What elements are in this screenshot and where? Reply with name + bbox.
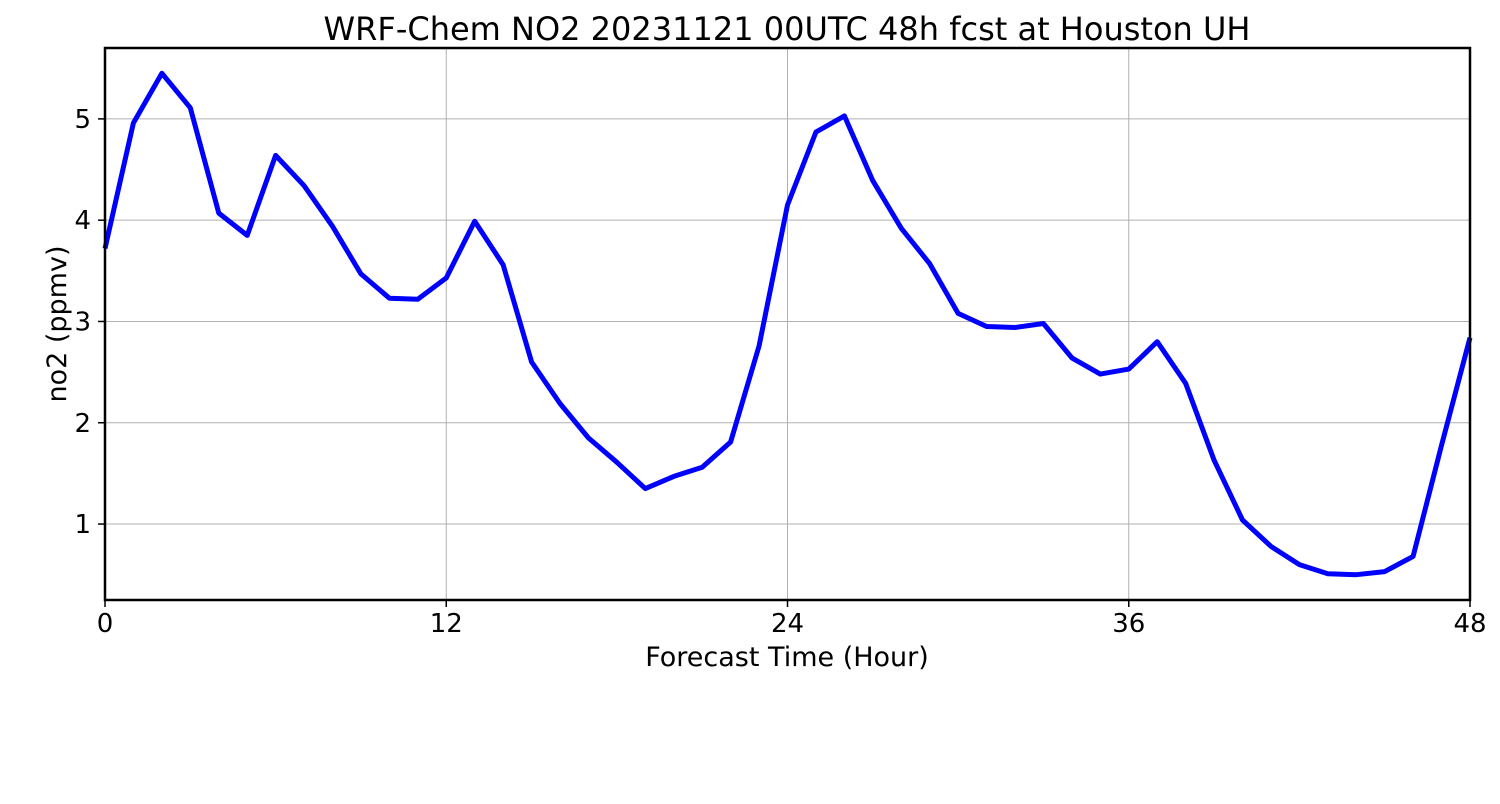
- x-axis-label: Forecast Time (Hour): [645, 642, 929, 673]
- y-tick-label: 4: [74, 206, 91, 236]
- y-tick-label: 2: [74, 409, 91, 439]
- x-tick-label: 12: [430, 609, 463, 639]
- chart-title: WRF-Chem NO2 20231121 00UTC 48h fcst at …: [324, 10, 1251, 48]
- x-tick-label: 48: [1453, 609, 1486, 639]
- y-tick-label: 5: [74, 105, 91, 135]
- y-axis-label: no2 (ppmv): [42, 245, 73, 402]
- grid-layer: [104, 48, 1471, 600]
- y-tick-label: 1: [74, 510, 91, 540]
- series-layer: [102, 70, 1473, 578]
- x-tick-label: 36: [1112, 609, 1145, 639]
- x-tick-label: 24: [771, 609, 804, 639]
- no2-series-line: [102, 70, 1473, 578]
- y-tick-label: 3: [74, 307, 91, 337]
- x-tick-label: 0: [97, 609, 114, 639]
